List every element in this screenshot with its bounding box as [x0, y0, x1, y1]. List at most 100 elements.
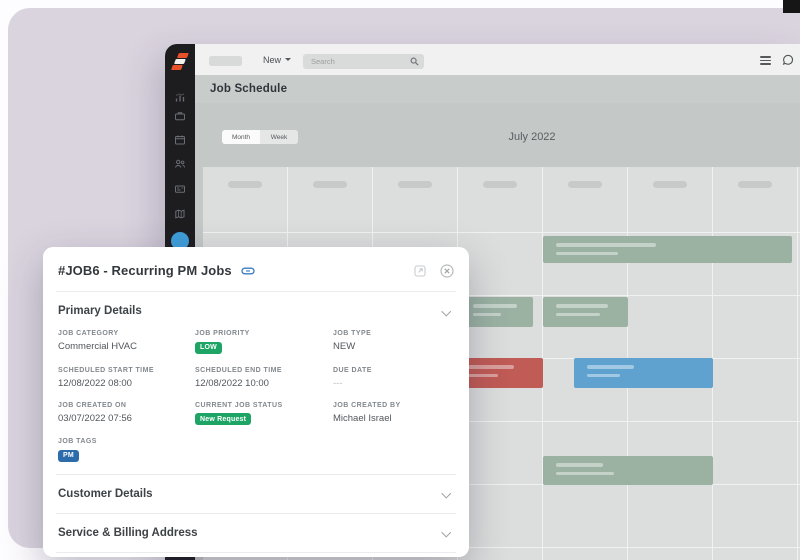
close-icon[interactable]	[440, 263, 454, 278]
field: SCHEDULED END TIME 12/08/2022 10:00	[195, 367, 333, 389]
section-customer-details[interactable]: Customer Details	[43, 475, 469, 513]
calendar-cell[interactable]	[543, 485, 627, 547]
calendar-event[interactable]	[543, 456, 713, 485]
new-button[interactable]: New	[263, 53, 292, 66]
users-icon[interactable]	[174, 157, 186, 169]
field: JOB CREATED ON 03/07/2022 07:56	[58, 402, 195, 426]
calendar-cell[interactable]	[203, 167, 287, 232]
calendar-cell[interactable]	[543, 167, 627, 232]
field-label: JOB PRIORITY	[195, 330, 250, 337]
page-title: Job Schedule	[210, 83, 288, 95]
search-icon	[410, 57, 419, 66]
field: JOB PRIORITY LOW	[195, 330, 333, 354]
page-header: Job Schedule	[195, 75, 800, 103]
primary-details-header[interactable]: Primary Details	[58, 305, 454, 317]
calendar-cell[interactable]	[798, 548, 800, 560]
day-header-placeholder	[398, 181, 432, 188]
field-label: SCHEDULED END TIME	[195, 366, 283, 374]
chevron-down-icon	[441, 527, 451, 538]
view-toggle: Month Week	[222, 130, 298, 144]
calendar-cell[interactable]	[798, 296, 800, 358]
divider	[56, 473, 456, 475]
field: JOB TAGS PM	[58, 438, 195, 462]
calendar-event[interactable]	[543, 236, 792, 263]
menu-icon[interactable]	[760, 56, 771, 67]
search-input[interactable]	[303, 54, 424, 69]
day-header-placeholder	[313, 181, 347, 188]
day-header-placeholder	[653, 181, 687, 188]
topbar: New	[195, 44, 800, 75]
calendar-event[interactable]	[574, 358, 713, 388]
status-badge: LOW	[195, 341, 222, 354]
calendar-month-title: July 2022	[508, 131, 556, 143]
calendar-event[interactable]	[543, 297, 628, 327]
app-logo-icon	[171, 53, 189, 72]
calendar-cell[interactable]	[628, 167, 712, 232]
divider	[56, 512, 456, 514]
map-icon[interactable]	[174, 207, 186, 219]
active-nav-button[interactable]	[171, 232, 189, 250]
calendar-cell[interactable]	[288, 167, 372, 232]
breadcrumb-placeholder[interactable]	[209, 56, 242, 66]
field: CURRENT JOB STATUS New Request	[195, 402, 333, 425]
calendar-cell[interactable]	[798, 422, 800, 484]
section-other-details[interactable]: Other Details	[43, 553, 469, 558]
calendar-event[interactable]	[460, 297, 533, 327]
calendar-cell[interactable]	[713, 485, 797, 547]
field-value: Commercial HVAC	[58, 341, 138, 352]
field-value: Michael Israel	[333, 412, 392, 424]
field-label: JOB CATEGORY	[58, 330, 119, 337]
calendar-cell[interactable]	[458, 233, 542, 295]
calendar-event[interactable]	[455, 358, 543, 388]
calendar-cell[interactable]	[713, 296, 797, 358]
calendar-cell[interactable]	[458, 548, 542, 560]
calendar-cell[interactable]	[713, 422, 797, 484]
section-title: Primary Details	[58, 305, 142, 317]
modal-title: #JOB6 - Recurring PM Jobs	[58, 263, 232, 278]
field-value: PM	[58, 449, 195, 462]
collapsed-sections: Customer Details Service & Billing Addres…	[43, 473, 469, 558]
calendar-cell[interactable]	[458, 422, 542, 484]
calendar-cell[interactable]	[798, 485, 800, 547]
calendar-cell[interactable]	[798, 233, 800, 295]
calendar-cell[interactable]	[628, 548, 712, 560]
calendar-cell[interactable]	[798, 359, 800, 421]
bar-chart-icon[interactable]	[174, 91, 186, 103]
calendar-icon[interactable]	[174, 133, 186, 145]
field-label: DUE DATE	[333, 366, 372, 374]
month-view-button[interactable]: Month	[222, 130, 260, 144]
calendar-cell[interactable]	[628, 296, 712, 358]
job-details-modal: #JOB6 - Recurring PM Jobs Primary Detail…	[43, 247, 469, 557]
calendar-cell[interactable]	[373, 167, 457, 232]
expand-icon[interactable]	[414, 264, 426, 277]
calendar-cell[interactable]	[458, 485, 542, 547]
week-view-button[interactable]: Week	[260, 130, 298, 144]
primary-details-section: Primary Details JOB CATEGORY Commercial H…	[43, 292, 469, 474]
status-badge: PM	[58, 449, 79, 462]
calendar-cell[interactable]	[628, 485, 712, 547]
briefcase-icon[interactable]	[174, 109, 186, 121]
calendar-cell[interactable]	[543, 548, 627, 560]
id-card-icon[interactable]	[174, 182, 186, 194]
search-box	[303, 54, 424, 69]
section-title: Service & Billing Address	[58, 526, 198, 539]
field-label: SCHEDULED START TIME	[58, 366, 154, 374]
calendar-cell[interactable]	[713, 359, 797, 421]
divider	[56, 291, 456, 292]
section-service-billing-address[interactable]: Service & Billing Address	[43, 514, 469, 552]
field: JOB TYPE NEW	[333, 330, 454, 354]
field-value: 03/07/2022 07:56	[58, 412, 132, 424]
calendar-cell[interactable]	[458, 167, 542, 232]
chat-bubble-icon[interactable]	[782, 53, 794, 71]
field: JOB CREATED BY Michael Israel	[333, 402, 454, 426]
field-label: JOB CREATED BY	[333, 401, 401, 409]
new-button-label: New	[263, 54, 282, 65]
day-header-placeholder	[228, 181, 262, 188]
calendar-cell[interactable]	[713, 548, 797, 560]
calendar-cell[interactable]	[798, 167, 800, 232]
link-icon[interactable]	[241, 266, 255, 276]
field: DUE DATE ---	[333, 367, 454, 389]
day-header-placeholder	[483, 181, 517, 188]
calendar-cell[interactable]	[713, 167, 797, 232]
field-label: JOB CREATED ON	[58, 401, 127, 409]
